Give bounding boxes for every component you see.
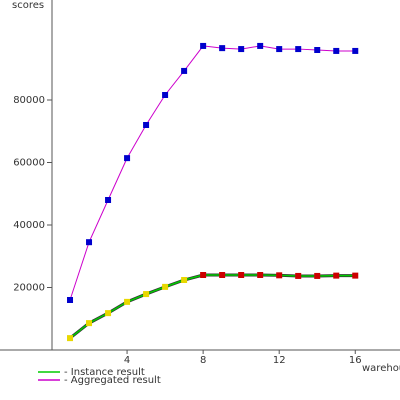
marker <box>295 272 302 279</box>
marker <box>276 46 283 53</box>
y-tick-label: 60000 <box>13 158 45 169</box>
x-tick-label: 16 <box>349 355 362 366</box>
marker <box>314 47 321 53</box>
y-axis-label: scores <box>12 0 44 11</box>
marker <box>86 320 93 327</box>
series-line <box>69 274 356 339</box>
marker <box>257 272 264 278</box>
marker <box>162 92 169 98</box>
marker <box>352 47 359 54</box>
marker <box>200 42 207 49</box>
marker <box>67 297 74 303</box>
marker <box>219 45 226 52</box>
legend-label: - Instance result <box>64 367 145 378</box>
marker <box>333 272 340 279</box>
x-tick-label: 12 <box>273 355 286 366</box>
y-tick-label: 40000 <box>13 220 45 231</box>
x-axis-label: warehouses <box>362 363 400 374</box>
line-shadow <box>69 273 356 340</box>
marker <box>105 310 112 317</box>
marker <box>124 298 131 305</box>
marker <box>181 67 188 74</box>
x-tick-label: 8 <box>200 355 206 366</box>
marker <box>105 197 112 203</box>
marker <box>86 239 93 246</box>
x-tick-label: 4 <box>124 355 130 366</box>
marker <box>352 272 359 279</box>
marker <box>238 272 245 278</box>
marker <box>143 122 150 128</box>
marker <box>181 277 188 283</box>
y-tick-label: 80000 <box>13 95 45 106</box>
marker <box>219 272 226 278</box>
marker <box>257 42 264 49</box>
marker <box>295 46 302 53</box>
marker <box>238 46 245 53</box>
marker <box>143 291 150 298</box>
series-line <box>69 45 356 301</box>
legend-label: - Aggregated result <box>64 375 161 386</box>
marker <box>162 283 169 290</box>
marker <box>200 272 207 278</box>
marker <box>124 155 131 162</box>
marker <box>67 335 74 342</box>
y-tick-label: 20000 <box>13 283 45 294</box>
marker <box>333 47 340 54</box>
marker <box>314 272 321 279</box>
marker <box>276 272 283 279</box>
